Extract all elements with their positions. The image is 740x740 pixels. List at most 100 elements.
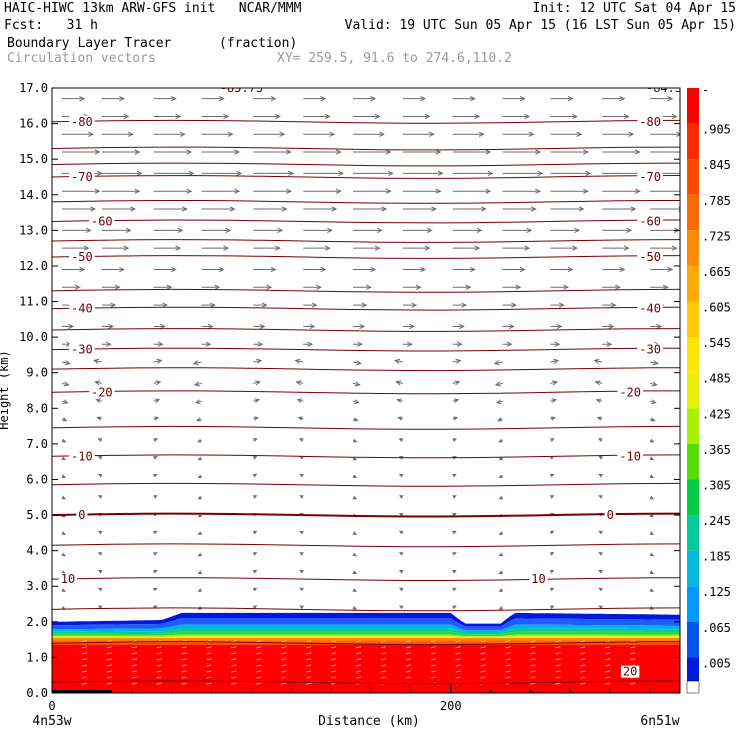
vector-arrow bbox=[201, 96, 225, 102]
vector-arrow bbox=[61, 588, 66, 592]
colorbar-label: .545 bbox=[702, 336, 731, 350]
vector-arrow bbox=[649, 552, 655, 557]
vector-arrow bbox=[530, 664, 536, 667]
vector-arrow bbox=[256, 670, 262, 673]
colorbar-swatch bbox=[687, 515, 699, 551]
vector-arrow bbox=[355, 658, 362, 661]
vector-arrow bbox=[303, 284, 322, 290]
vector-arrow bbox=[81, 652, 88, 655]
vector-arrow bbox=[452, 380, 461, 386]
vector-arrow bbox=[97, 587, 103, 592]
vector-arrow bbox=[602, 131, 635, 137]
vector-arrow bbox=[598, 605, 603, 610]
vector-arrow bbox=[256, 664, 262, 667]
vector-arrow bbox=[153, 266, 177, 273]
vector-arrow bbox=[61, 456, 66, 461]
vector-arrow bbox=[502, 284, 522, 290]
vector-arrow bbox=[402, 149, 442, 155]
vector-arrow bbox=[502, 149, 542, 155]
vector-arrow bbox=[402, 284, 422, 290]
vector-arrow bbox=[101, 266, 125, 273]
vector-arrow bbox=[253, 266, 277, 273]
vector-arrow bbox=[402, 323, 416, 330]
vector-arrow bbox=[402, 96, 427, 102]
vector-arrow bbox=[253, 552, 258, 556]
vector-arrow bbox=[402, 341, 413, 347]
vector-arrow bbox=[197, 570, 202, 575]
vector-arrow bbox=[494, 381, 503, 387]
field-name: Boundary Layer Tracer bbox=[7, 36, 172, 51]
vector-arrow bbox=[101, 323, 114, 330]
vector-arrow bbox=[398, 530, 404, 535]
vector-arrow bbox=[502, 266, 526, 273]
vector-arrow bbox=[530, 652, 536, 655]
colorbar-label: .245 bbox=[702, 514, 731, 528]
terrain-strip bbox=[52, 690, 112, 693]
vector-arrow bbox=[398, 587, 404, 592]
vector-arrow bbox=[253, 530, 258, 535]
contour-label: -84.3 bbox=[644, 88, 680, 95]
vector-arrow bbox=[505, 658, 511, 661]
vector-arrow bbox=[455, 640, 461, 643]
vector-arrow bbox=[380, 676, 387, 679]
vector-arrow bbox=[605, 658, 611, 661]
vector-arrow bbox=[281, 640, 287, 643]
colorbar-label: .605 bbox=[702, 301, 731, 315]
vector-arrow bbox=[294, 358, 304, 364]
vector-arrow bbox=[550, 131, 583, 137]
vector-arrow bbox=[231, 646, 237, 649]
vector-arrow bbox=[101, 131, 134, 137]
vector-arrow bbox=[303, 341, 314, 347]
vector-name: Circulation vectors bbox=[7, 51, 156, 66]
vector-arrow bbox=[201, 170, 243, 177]
vector-arrow bbox=[106, 658, 112, 661]
vector-arrow bbox=[593, 358, 603, 364]
vector-arrow bbox=[430, 670, 436, 673]
colorbar-label: .905 bbox=[702, 123, 731, 137]
y-tick-label: 15.0 bbox=[19, 152, 48, 166]
colorbar-label: .485 bbox=[702, 372, 731, 386]
vector-arrow bbox=[605, 676, 611, 679]
vector-arrow bbox=[101, 206, 136, 212]
vector-arrow bbox=[206, 658, 212, 661]
vector-arrow bbox=[153, 188, 193, 194]
vector-arrow bbox=[201, 341, 212, 347]
vector-arrow bbox=[256, 646, 262, 649]
vector-arrow bbox=[303, 170, 344, 177]
contour-line bbox=[52, 119, 680, 124]
vector-arrow bbox=[106, 646, 112, 649]
contour-line bbox=[52, 425, 680, 430]
colorbar-label: .665 bbox=[702, 265, 731, 279]
plot-frame bbox=[51, 87, 681, 694]
svg-text:-83.73: -83.73 bbox=[220, 81, 263, 95]
vector-arrow bbox=[306, 652, 312, 655]
tracer-band bbox=[52, 612, 680, 627]
vector-arrow bbox=[181, 676, 187, 679]
vector-arrow bbox=[650, 206, 680, 212]
vector-arrow bbox=[153, 302, 169, 308]
vector-arrow bbox=[352, 381, 361, 387]
vector-arrow bbox=[253, 188, 292, 194]
vector-arrow bbox=[231, 664, 237, 667]
vector-arrow bbox=[131, 646, 137, 649]
vector-arrow bbox=[331, 640, 337, 643]
vector-arrow bbox=[550, 380, 559, 386]
vector-arrow bbox=[649, 456, 655, 461]
xy-range: XY= 259.5, 91.6 to 274.6,110.2 bbox=[277, 51, 512, 66]
contour-label: 10 bbox=[529, 572, 548, 586]
vector-arrow bbox=[97, 530, 103, 535]
contour-line bbox=[52, 512, 680, 518]
contour-line bbox=[52, 577, 680, 581]
vector-arrow bbox=[498, 495, 503, 500]
vector-arrow bbox=[197, 495, 202, 500]
vector-arrow bbox=[498, 570, 503, 575]
vector-arrow bbox=[550, 188, 589, 194]
vector-arrow bbox=[196, 417, 202, 422]
vector-arrow bbox=[649, 381, 658, 387]
colorbar-swatch bbox=[687, 230, 699, 266]
vector-arrow bbox=[480, 658, 486, 661]
vector-arrow bbox=[201, 131, 234, 137]
vector-arrow bbox=[299, 530, 304, 535]
vector-arrow bbox=[402, 113, 431, 120]
vector-arrow bbox=[555, 640, 561, 643]
